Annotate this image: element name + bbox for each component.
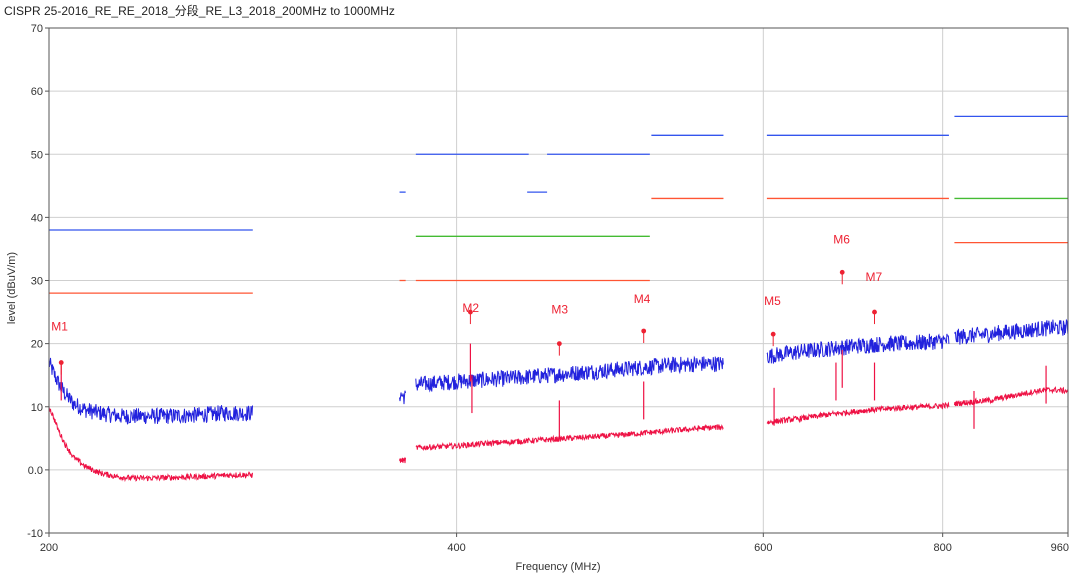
- marker-m3: M3: [551, 303, 568, 356]
- x-tick-label: 400: [447, 542, 465, 554]
- marker-point: [872, 309, 877, 315]
- x-tick-label: 600: [754, 542, 772, 554]
- series-peak: [48, 318, 1069, 425]
- trace-peak: [415, 355, 724, 393]
- y-tick-label: 0.0: [28, 465, 43, 477]
- limit-lines: [49, 115, 1068, 294]
- y-axis-title: level (dBuV/m): [6, 252, 18, 324]
- marker-m7: M7: [866, 270, 883, 325]
- series-average: [48, 386, 1069, 483]
- y-tick-label: 20: [31, 339, 43, 351]
- marker-m1: M1: [51, 320, 68, 375]
- trace-average: [48, 406, 253, 483]
- x-tick-label: 800: [933, 542, 951, 554]
- markers: M1 M2 M3 M4 M5 M6 M7: [51, 232, 883, 375]
- measurement-traces: [48, 318, 1069, 483]
- marker-m5: M5: [764, 294, 781, 347]
- marker-point: [58, 360, 64, 365]
- marker-m2: M2: [462, 301, 479, 325]
- trace-peak: [399, 390, 406, 405]
- marker-point: [770, 331, 776, 337]
- y-tick-label: 10: [31, 402, 43, 414]
- marker-m6: M6: [833, 232, 850, 285]
- marker-label: M6: [833, 232, 850, 246]
- marker-label: M7: [866, 270, 883, 284]
- marker-label: M1: [51, 320, 68, 334]
- trace-average: [415, 423, 724, 451]
- y-axis-ticks: -10 0.0 10 20 30 40 50 60 70: [27, 23, 49, 540]
- x-tick-label: 960: [1051, 542, 1069, 554]
- marker-point: [468, 309, 473, 315]
- chart-title: CISPR 25-2016_RE_RE_2018_分段_RE_L3_2018_2…: [4, 4, 395, 18]
- y-tick-label: 30: [31, 276, 43, 288]
- x-axis-title: Frequency (MHz): [516, 561, 601, 573]
- trace-peak: [954, 318, 1069, 345]
- x-tick-label: 200: [40, 542, 58, 554]
- y-tick-label: -10: [27, 528, 43, 540]
- y-tick-label: 70: [31, 23, 43, 35]
- marker-label: M4: [634, 292, 651, 306]
- y-tick-label: 40: [31, 212, 43, 224]
- trace-average: [953, 386, 1069, 407]
- marker-m4: M4: [634, 292, 651, 343]
- marker-label: M2: [462, 301, 479, 315]
- trace-peak: [766, 333, 950, 364]
- marker-point: [556, 341, 562, 347]
- marker-point: [641, 328, 647, 334]
- marker-point: [839, 269, 845, 275]
- trace-peak: [48, 357, 253, 425]
- trace-average: [399, 456, 406, 464]
- x-axis-ticks: 200 400 600 800 960: [40, 533, 1069, 554]
- trace-average: [766, 401, 950, 426]
- y-tick-label: 50: [31, 149, 43, 161]
- marker-label: M5: [764, 294, 781, 308]
- marker-label: M3: [551, 303, 568, 317]
- y-tick-label: 60: [31, 86, 43, 98]
